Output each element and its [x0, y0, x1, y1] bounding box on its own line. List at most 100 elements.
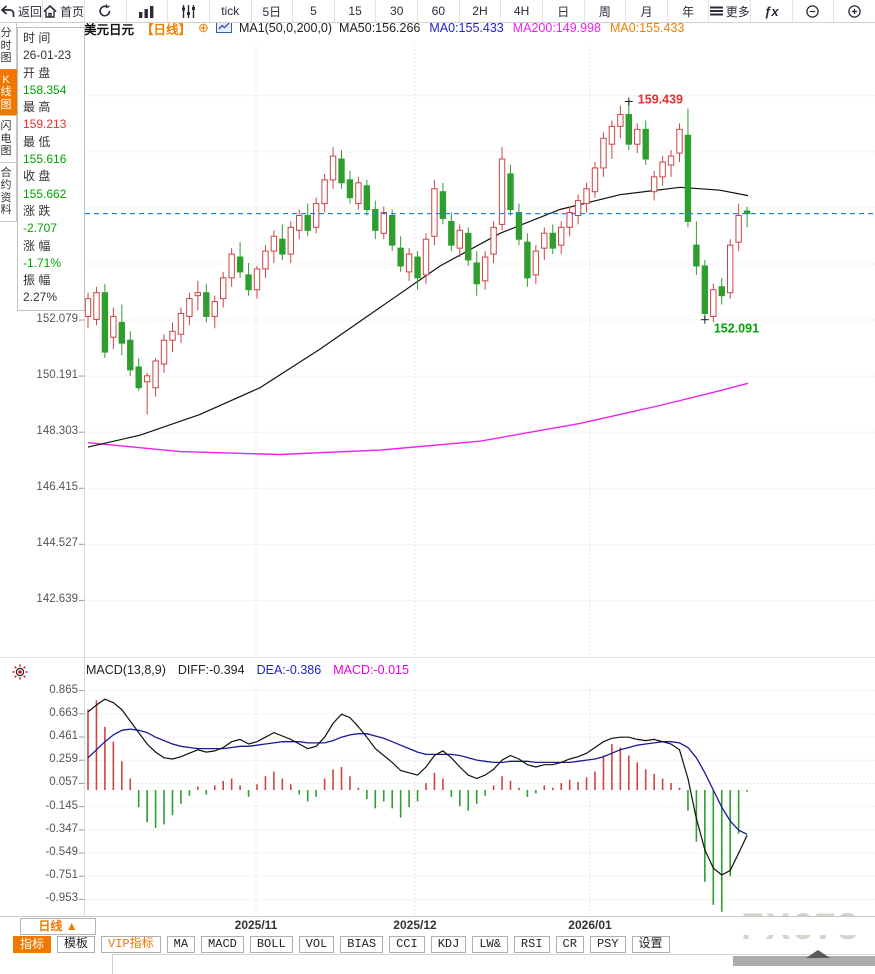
- sidebar-tab-char: 线: [0, 86, 12, 98]
- indicator-tab-PSY[interactable]: PSY: [589, 936, 626, 953]
- toolbar-day-button[interactable]: 日: [543, 0, 585, 22]
- toolbar-more-button[interactable]: 更多: [709, 0, 752, 22]
- indicator-settings-icon[interactable]: [11, 663, 29, 686]
- info-value: 155.616: [23, 152, 67, 167]
- sidebar-tab-char: 合: [0, 166, 12, 179]
- sidebar-tab-合约资料[interactable]: 合约资料: [0, 161, 17, 222]
- indicator-tab-KDJ[interactable]: KDJ: [430, 936, 467, 953]
- indicator-tab-BOLL[interactable]: BOLL: [249, 936, 293, 953]
- ma-values: MA50:156.266 MA0:155.433 MA200:149.998 MA0:…: [339, 21, 684, 35]
- toolbar-refresh-button[interactable]: [85, 0, 127, 22]
- sidebar-tab-char: 分: [0, 27, 12, 39]
- chart-header: 美元日元 【日线】 ⊕ MA1(50,0,200,0) MA50:156.266…: [84, 20, 684, 37]
- toolbar-back-button[interactable]: 返回: [0, 0, 44, 22]
- toolbar-zoom-out-button[interactable]: [793, 0, 835, 22]
- toolbar-year-label: 年: [682, 4, 695, 19]
- sidebar-tab-char: K: [2, 73, 10, 86]
- indicator-tab-LW&[interactable]: LW&: [472, 936, 508, 953]
- toolbar-15m-label: 15: [348, 4, 362, 18]
- toolbar-more-label: 更多: [725, 4, 750, 19]
- sidebar-tab-char: 图: [0, 52, 12, 64]
- indicator-tab-RSI[interactable]: RSI: [513, 936, 550, 953]
- top-toolbar: 返回 首页 tick 5日 5 15 30 60 2H 4H 日 周 月 年 更多 ƒx: [0, 0, 875, 23]
- toolbar-home-button[interactable]: 首页: [43, 0, 86, 22]
- toolbar-5m-button[interactable]: 5: [293, 0, 335, 22]
- indicator-tab-BIAS[interactable]: BIAS: [340, 936, 384, 953]
- toolbar-back-label: 返回: [18, 4, 43, 19]
- zoom-out-icon: [805, 4, 820, 19]
- y-axis-label: 142.639: [36, 593, 78, 606]
- x-axis-label: 2026/01: [568, 918, 612, 932]
- svg-text:152.091: 152.091: [714, 322, 759, 336]
- info-label: 开 盘: [23, 65, 51, 80]
- corner-panel: [0, 954, 113, 974]
- info-value: 159.213: [23, 117, 67, 132]
- panel-divider: [0, 657, 875, 658]
- indicator-tab-模板[interactable]: 模板: [57, 936, 96, 953]
- macd-header-part-1: DIFF:-0.394: [177, 663, 245, 677]
- vertical-gridlines: [255, 45, 591, 916]
- toolbar-5d-button[interactable]: 5日: [252, 0, 294, 22]
- toolbar-home-label: 首页: [60, 4, 85, 19]
- indicator-tab-VIP指标[interactable]: VIP指标: [101, 936, 161, 953]
- macd-histogram: [87, 700, 748, 912]
- sidebar-tab-char: 图: [0, 145, 12, 157]
- zoom-in-icon: [847, 4, 862, 19]
- toolbar-5d-label: 5日: [262, 4, 282, 19]
- indicator-tab-CR[interactable]: CR: [555, 936, 584, 953]
- toolbar-indicator-panel-button[interactable]: [168, 0, 210, 22]
- period-dropdown-button[interactable]: 日线 ▲: [20, 918, 96, 935]
- symbol-name: 美元日元: [84, 22, 135, 37]
- toolbar-60m-button[interactable]: 60: [418, 0, 460, 22]
- y-axis-label: 0.057: [49, 776, 78, 789]
- indicator-tab-MA[interactable]: MA: [166, 936, 196, 953]
- expand-arrow-icon[interactable]: [806, 950, 830, 958]
- info-label: 最 低: [23, 134, 51, 149]
- sidebar-tab-分时图[interactable]: 分时图: [0, 22, 17, 70]
- y-axis-label: 0.461: [49, 730, 78, 743]
- toolbar-tick-button[interactable]: tick: [210, 0, 252, 22]
- x-axis-label: 2025/12: [393, 918, 437, 932]
- sidebar-tab-char: 资: [0, 191, 12, 204]
- ma50-line: [87, 186, 749, 448]
- add-compare-icon[interactable]: ⊕: [198, 20, 209, 35]
- y-axis-label: -0.549: [45, 846, 78, 859]
- indicator-tab-设置[interactable]: 设置: [631, 936, 670, 953]
- indicator-tab-MACD[interactable]: MACD: [201, 936, 244, 953]
- toolbar-zoom-in-button[interactable]: [834, 0, 875, 22]
- toolbar-fx-button[interactable]: ƒx: [751, 0, 793, 22]
- indicator-tab-CCI[interactable]: CCI: [389, 936, 425, 953]
- toolbar-chart-type-button[interactable]: [127, 0, 169, 22]
- menu-icon: [709, 6, 723, 16]
- toolbar-month-button[interactable]: 月: [626, 0, 668, 22]
- toolbar-year-button[interactable]: 年: [668, 0, 710, 22]
- info-label: 收 盘: [23, 169, 51, 184]
- refresh-icon: [98, 4, 112, 18]
- y-axis-label: 150.191: [36, 369, 78, 382]
- sliders-icon: [181, 4, 196, 18]
- x-axis-label: 2025/11: [234, 918, 278, 932]
- toolbar-30m-button[interactable]: 30: [376, 0, 419, 22]
- toolbar-2h-button[interactable]: 2H: [460, 0, 502, 22]
- indicator-tab-指标[interactable]: 指标: [13, 936, 52, 953]
- info-value: 26-01-23: [23, 48, 72, 63]
- panel-expand-handle[interactable]: [733, 956, 875, 966]
- toolbar-30m-label: 30: [390, 4, 404, 18]
- sidebar-tab-闪电图[interactable]: 闪电图: [0, 115, 17, 163]
- quote-info-panel: 时 间 26-01-23 开 盘 158.354 最 高 159.213 最 低 155.61…: [17, 27, 85, 311]
- sidebar-tab-char: 料: [0, 204, 12, 216]
- y-axis-label: 146.415: [36, 481, 78, 494]
- candles: [84, 101, 751, 415]
- y-axis-label: -0.347: [45, 822, 78, 835]
- toolbar-4h-button[interactable]: 4H: [501, 0, 543, 22]
- toolbar-month-label: 月: [640, 4, 653, 19]
- toolbar-15m-button[interactable]: 15: [335, 0, 377, 22]
- toolbar-week-button[interactable]: 周: [585, 0, 627, 22]
- info-value: 155.662: [23, 186, 67, 201]
- home-icon: [43, 4, 57, 18]
- toolbar-week-label: 周: [598, 4, 611, 19]
- indicator-tab-VOL[interactable]: VOL: [298, 936, 335, 953]
- ma-settings-label: MA1(50,0,200,0): [238, 21, 333, 35]
